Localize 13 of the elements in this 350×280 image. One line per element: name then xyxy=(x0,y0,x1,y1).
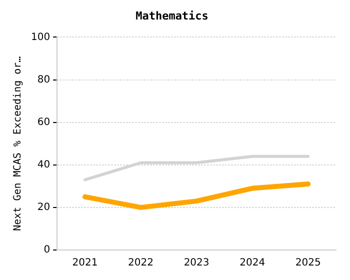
x-tick-label: 2021 xyxy=(72,258,98,269)
x-tick-label: 2023 xyxy=(184,258,210,269)
y-tick-label: 20 xyxy=(37,202,50,214)
chart-title: Mathematics xyxy=(136,9,208,22)
x-tick-label: 2025 xyxy=(295,258,321,269)
y-tick-label: 0 xyxy=(44,244,50,256)
x-tick-label: 2024 xyxy=(240,258,266,269)
y-tick-label: 80 xyxy=(37,74,50,86)
y-tick-label: 60 xyxy=(37,116,50,128)
y-tick-label: 40 xyxy=(37,159,50,170)
y-axis-title: Next Gen MCAS % Exceeding or… xyxy=(12,56,24,231)
x-tick-label: 2022 xyxy=(128,258,154,269)
y-tick-label: 100 xyxy=(30,32,50,43)
